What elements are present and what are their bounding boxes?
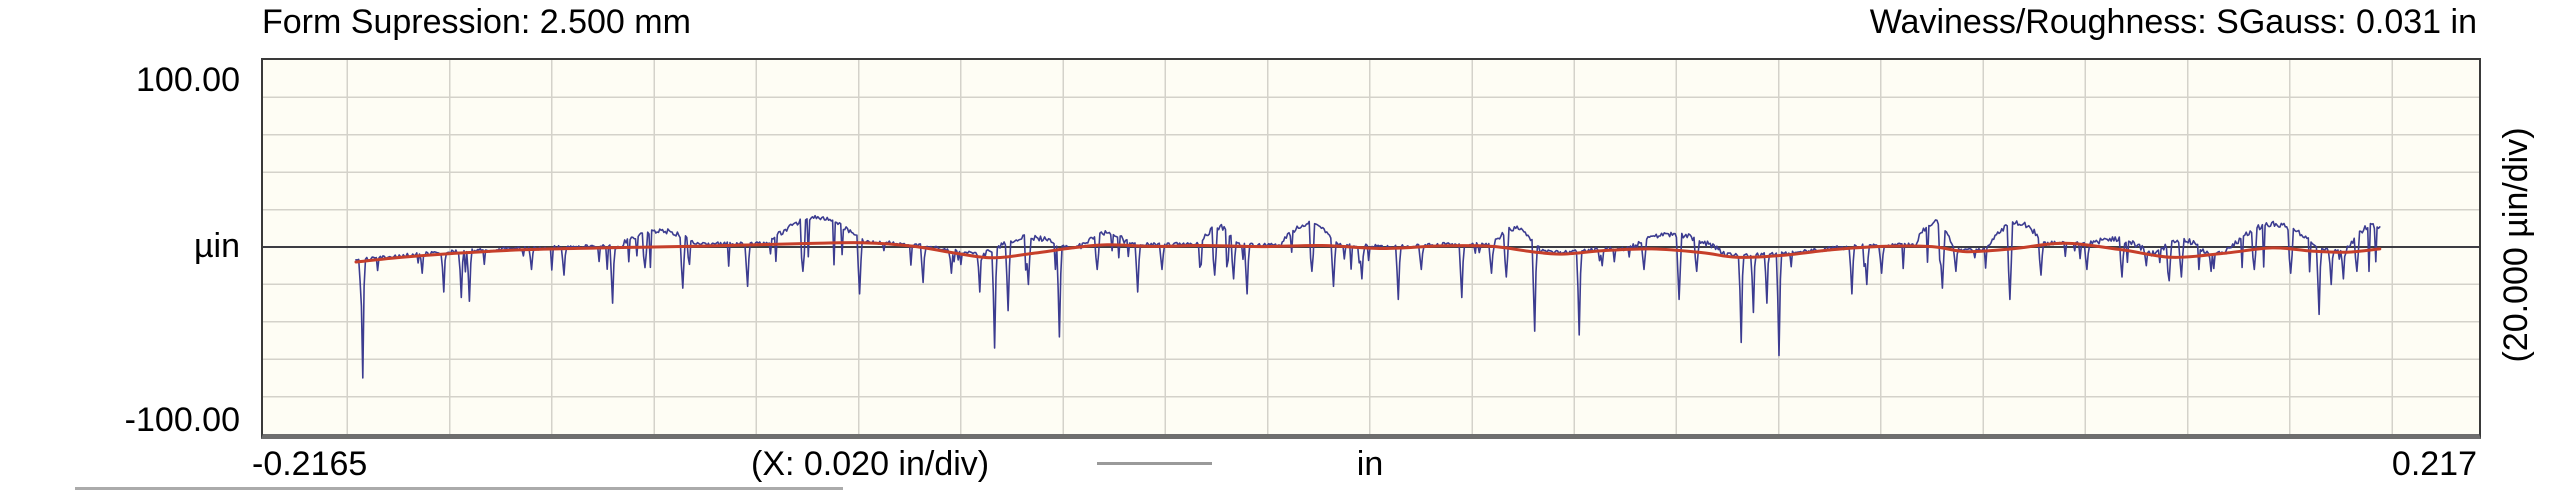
plot-area[interactable] (261, 58, 2481, 439)
y-axis-div-label: (20.000 µin/div) (2497, 127, 2535, 363)
profile-plot-svg (263, 60, 2479, 434)
form-suppression-title: Form Supression: 2.500 mm (262, 3, 691, 41)
y-axis-unit-label: µin (193, 227, 240, 265)
x-axis-max-label: 0.217 (2391, 445, 2477, 483)
y-axis-max-label: 100.00 (136, 61, 240, 99)
waviness-roughness-title: Waviness/Roughness: SGauss: 0.031 in (1869, 3, 2477, 41)
next-panel-edge (75, 487, 843, 490)
x-axis-min-label: -0.2165 (252, 445, 368, 483)
x-axis-div-label: (X: 0.020 in/div) (751, 445, 990, 483)
legend-dash-line (1097, 462, 1212, 465)
x-axis-unit-label: in (1356, 445, 1384, 483)
y-axis-min-label: -100.00 (124, 401, 240, 439)
